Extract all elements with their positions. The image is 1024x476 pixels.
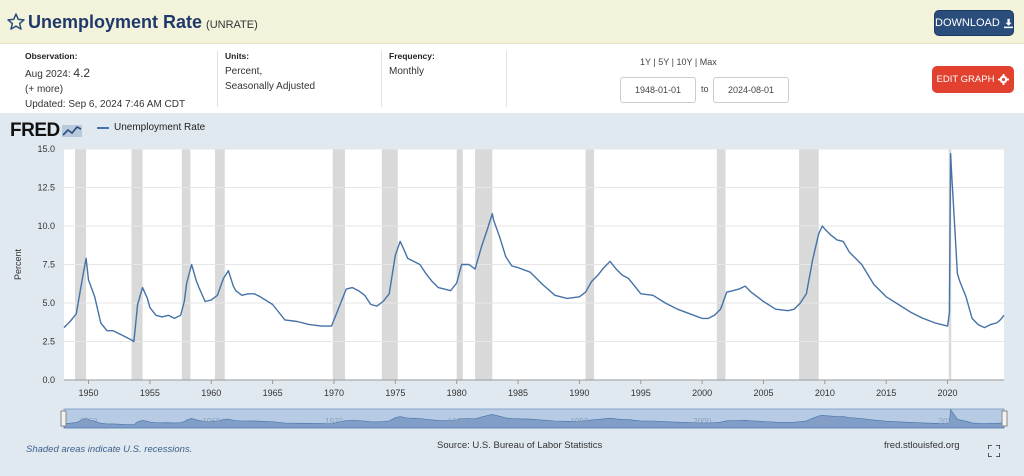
legend-label: Unemployment Rate bbox=[114, 122, 206, 133]
page-title: Unemployment Rate (UNRATE) bbox=[28, 12, 258, 33]
units-line1: Percent, bbox=[225, 66, 263, 77]
updated-timestamp: Updated: Sep 6, 2024 7:46 AM CDT bbox=[25, 99, 186, 110]
x-tick-label: 1980 bbox=[447, 388, 467, 398]
series-title: Unemployment Rate bbox=[28, 12, 203, 32]
navigator-series-area bbox=[63, 408, 1005, 429]
range-separator: | bbox=[653, 57, 656, 67]
x-tick-label: 2010 bbox=[815, 388, 835, 398]
x-tick-label: 2005 bbox=[753, 388, 773, 398]
navigator-year-label: 1990 bbox=[571, 417, 589, 426]
y-tick-label: 2.5 bbox=[42, 337, 55, 347]
navigator-year-label: 1970 bbox=[325, 417, 343, 426]
edit-graph-label: EDIT GRAPH bbox=[936, 74, 995, 85]
x-tick-label: 1960 bbox=[201, 388, 221, 398]
range-separator: | bbox=[671, 57, 674, 67]
recession-note: Shaded areas indicate U.S. recessions. bbox=[26, 444, 193, 455]
x-tick-label: 1995 bbox=[631, 388, 651, 398]
x-tick-label: 1965 bbox=[263, 388, 283, 398]
more-observations-link[interactable]: (+ more) bbox=[25, 84, 64, 95]
frequency-label: Frequency: bbox=[389, 51, 435, 61]
observation-date: Aug 2024: bbox=[25, 69, 71, 80]
x-tick-label: 2015 bbox=[876, 388, 896, 398]
download-label: DOWNLOAD bbox=[935, 17, 1000, 29]
edit-graph-button[interactable]: EDIT GRAPH bbox=[932, 66, 1014, 93]
observation-value: 4.2 bbox=[73, 66, 91, 80]
fullscreen-icon[interactable] bbox=[988, 445, 1000, 457]
y-tick-label: 12.5 bbox=[37, 183, 55, 193]
y-tick-label: 7.5 bbox=[42, 260, 55, 270]
navigator-year-label: 1950 bbox=[80, 417, 98, 426]
series-line-unemployment-rate bbox=[63, 152, 1005, 343]
x-tick-label: 1955 bbox=[140, 388, 160, 398]
download-icon bbox=[1003, 18, 1013, 28]
start-date-input[interactable]: 1948-01-01 bbox=[620, 77, 696, 103]
metadata-bar: Observation: Aug 2024: 4.2 (+ more) Upda… bbox=[0, 45, 1024, 113]
to-label: to bbox=[701, 84, 709, 94]
gear-icon bbox=[998, 74, 1010, 85]
range-max[interactable]: Max bbox=[699, 57, 717, 67]
observation-label: Observation: bbox=[25, 51, 78, 61]
navigator-handle-left[interactable] bbox=[60, 410, 67, 427]
range-separator: | bbox=[694, 57, 698, 67]
legend-swatch bbox=[97, 126, 109, 129]
navigator-handle-right[interactable] bbox=[1001, 410, 1008, 427]
x-tick-label: 1990 bbox=[569, 388, 589, 398]
download-button[interactable]: DOWNLOAD bbox=[934, 10, 1014, 36]
divider bbox=[381, 51, 382, 107]
frequency-block: Frequency: Monthly bbox=[389, 51, 435, 81]
divider bbox=[217, 51, 218, 107]
y-axis-label: Percent bbox=[13, 248, 23, 280]
y-tick-label: 10.0 bbox=[37, 221, 55, 231]
x-tick-label: 1950 bbox=[79, 388, 99, 398]
fred-logo: FRED bbox=[10, 120, 82, 142]
y-tick-label: 5.0 bbox=[42, 298, 55, 308]
fred-logo-chart-icon bbox=[61, 125, 82, 137]
observation-block: Observation: Aug 2024: 4.2 (+ more) Upda… bbox=[25, 51, 185, 114]
range-10y[interactable]: 10Y bbox=[676, 57, 693, 67]
range-1y[interactable]: 1Y bbox=[640, 57, 651, 67]
chart-legend: Unemployment Rate bbox=[97, 122, 205, 133]
navigator-year-label: 2000 bbox=[693, 417, 711, 426]
divider bbox=[506, 51, 507, 107]
favorite-star-icon[interactable] bbox=[6, 12, 26, 32]
source-note: Source: U.S. Bureau of Labor Statistics bbox=[437, 440, 603, 451]
units-block: Units: Percent, Seasonally Adjusted bbox=[225, 51, 315, 96]
frequency-value: Monthly bbox=[389, 66, 425, 77]
navigator-year-label: 2020 bbox=[939, 417, 957, 426]
y-tick-label: 15.0 bbox=[37, 144, 55, 154]
site-link[interactable]: fred.stlouisfed.org bbox=[884, 440, 960, 451]
date-range-presets: 1Y | 5Y | 10Y | Max bbox=[640, 57, 717, 67]
x-tick-label: 2020 bbox=[938, 388, 958, 398]
x-tick-label: 2000 bbox=[692, 388, 712, 398]
units-line2: Seasonally Adjusted bbox=[225, 81, 316, 92]
x-tick-label: 1970 bbox=[324, 388, 344, 398]
y-tick-label: 0.0 bbox=[42, 375, 55, 385]
fred-logo-text: FRED bbox=[10, 120, 60, 141]
series-id: (UNRATE) bbox=[206, 19, 258, 31]
navigator-year-label: 2010 bbox=[816, 417, 834, 426]
chart: 0.0 2.5 5.0 7.5 10.0 12.5 15.0 1950 1955 1960 1965… bbox=[13, 144, 1008, 429]
title-bar: Unemployment Rate (UNRATE) DOWNLOAD bbox=[0, 0, 1024, 44]
navigator-year-label: 1980 bbox=[448, 417, 466, 426]
x-tick-label: 1985 bbox=[508, 388, 528, 398]
navigator-year-label: 1960 bbox=[202, 417, 220, 426]
units-label: Units: bbox=[225, 51, 250, 61]
x-tick-label: 1975 bbox=[385, 388, 405, 398]
range-5y[interactable]: 5Y bbox=[658, 57, 670, 67]
end-date-input[interactable]: 2024-08-01 bbox=[713, 77, 789, 103]
